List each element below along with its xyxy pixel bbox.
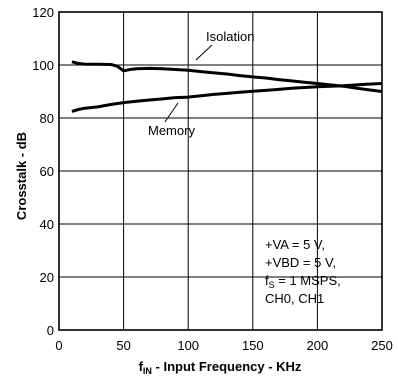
y-tick-label: 20	[40, 270, 54, 285]
plot-frame	[58, 11, 383, 331]
x-tick-label: 150	[242, 338, 264, 353]
y-tick-label: 120	[32, 5, 54, 20]
conditions-line-3-main: f	[265, 273, 269, 288]
conditions-line-3-rest: = 1 MSPS,	[275, 273, 341, 288]
tick-labels: 0 50 100 150 200 250 0 20 40 60 80 100 120	[32, 5, 393, 353]
x-tick-label: 50	[116, 338, 130, 353]
series-line-memory	[71, 82, 383, 113]
memory-label: Memory	[148, 123, 195, 138]
grid-lines	[59, 12, 382, 330]
y-tick-label: 0	[47, 323, 54, 338]
y-tick-label: 60	[40, 164, 54, 179]
isolation-label: Isolation	[206, 29, 254, 44]
y-tick-label: 40	[40, 217, 54, 232]
series-line-isolation	[71, 60, 383, 93]
conditions-line-2: +VBD = 5 V,	[265, 255, 336, 270]
x-axis-title-sub: IN	[143, 366, 152, 376]
conditions-line-4: CH0, CH1	[265, 291, 324, 306]
conditions-note: +VA = 5 V, +VBD = 5 V, fS = 1 MSPS, CH0,…	[265, 237, 341, 306]
memory-leader	[164, 102, 179, 123]
y-tick-label: 100	[32, 58, 54, 73]
y-axis-title: Crosstalk - dB	[14, 132, 29, 220]
x-tick-label: 200	[307, 338, 329, 353]
x-tick-label: 250	[371, 338, 393, 353]
x-axis-title: fIN - Input Frequency - KHz	[139, 359, 302, 376]
y-tick-label: 80	[40, 111, 54, 126]
isolation-leader	[195, 44, 213, 61]
series-lines	[71, 60, 383, 113]
x-tick-label: 0	[55, 338, 62, 353]
x-axis-title-rest: - Input Frequency - KHz	[152, 359, 302, 374]
conditions-line-3-sub: S	[269, 280, 275, 290]
conditions-line-3: fS = 1 MSPS,	[265, 273, 341, 290]
x-tick-label: 100	[177, 338, 199, 353]
x-axis-title-main: f	[139, 359, 144, 374]
conditions-line-1: +VA = 5 V,	[265, 237, 325, 252]
